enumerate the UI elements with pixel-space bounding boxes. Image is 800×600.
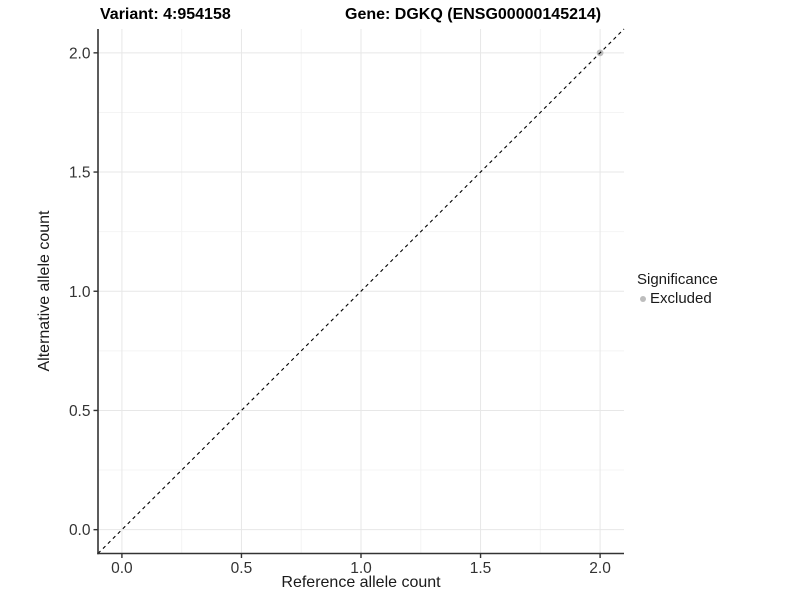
variant-title: Variant: 4:954158 (100, 6, 231, 23)
y-tick-label: 0.5 (69, 403, 91, 420)
legend: Significance Excluded (637, 271, 718, 307)
legend-title: Significance (637, 271, 718, 288)
y-tick-label: 1.5 (69, 165, 91, 182)
legend-item-excluded: Excluded (637, 290, 718, 307)
y-tick-label: 1.0 (69, 284, 91, 301)
x-tick-label: 0.5 (231, 560, 253, 577)
x-tick-label: 1.0 (350, 560, 372, 577)
x-tick-label: 2.0 (589, 560, 611, 577)
x-axis-title: Reference allele count (281, 574, 441, 591)
x-tick-label: 1.5 (470, 560, 492, 577)
y-tick-label: 0.0 (69, 522, 91, 539)
legend-key-dot-icon (640, 295, 646, 302)
gene-title: Gene: DGKQ (ENSG00000145214) (345, 6, 602, 23)
x-tick-label: 0.0 (111, 560, 133, 577)
y-tick-label: 2.0 (69, 45, 91, 62)
identity-dashed-line (97, 28, 625, 554)
y-axis-title: Alternative allele count (36, 210, 53, 372)
legend-item-label: Excluded (650, 290, 712, 307)
